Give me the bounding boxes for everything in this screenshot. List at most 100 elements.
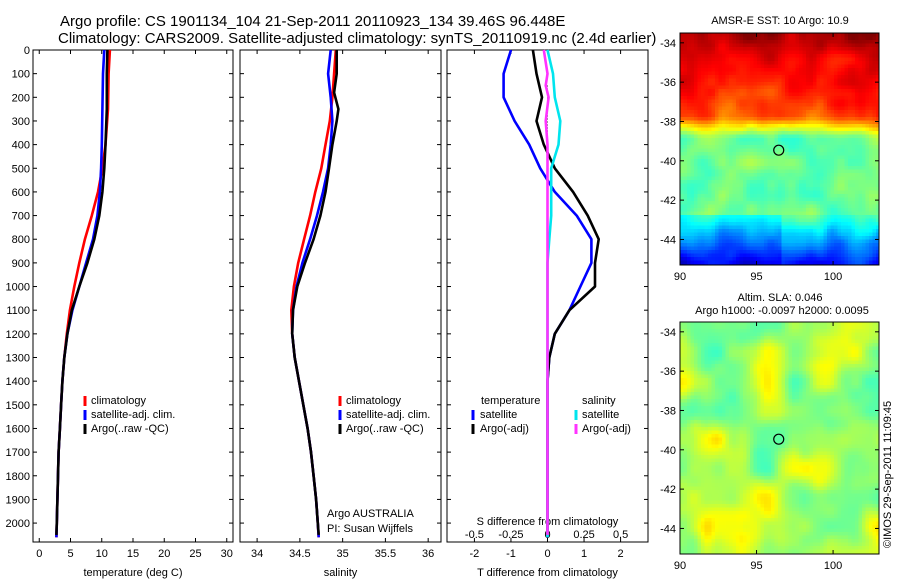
heatmap-cell: [767, 211, 772, 216]
heatmap-cell: [767, 47, 772, 51]
heatmap-cell: [844, 336, 849, 340]
heatmap-cell: [806, 250, 810, 254]
heatmap-cell: [757, 385, 761, 389]
heatmap-cell: [865, 47, 870, 51]
heatmap-cell: [697, 78, 702, 83]
heatmap-cell: [844, 201, 849, 205]
heatmap-cell: [872, 211, 877, 216]
heatmap-cell: [809, 176, 814, 181]
heatmap-cell: [876, 113, 879, 118]
heatmap-cell: [858, 155, 863, 160]
heatmap-cell: [701, 225, 705, 230]
heatmap-cell: [757, 322, 761, 326]
heatmap-cell: [813, 113, 817, 118]
ytick-label: -42: [660, 195, 676, 207]
heatmap-cell: [687, 71, 691, 76]
heatmap-cell: [813, 325, 817, 330]
heatmap-cell: [736, 218, 740, 223]
heatmap-cell: [834, 152, 838, 156]
heatmap-cell: [743, 357, 747, 361]
heatmap-cell: [827, 75, 831, 79]
heatmap-cell: [736, 141, 740, 146]
heatmap-cell: [869, 250, 873, 254]
heatmap-cell: [851, 215, 856, 219]
heatmap-cell: [722, 40, 726, 44]
heatmap-cell: [729, 75, 733, 79]
heatmap-cell: [729, 120, 733, 125]
heatmap-cell: [764, 169, 768, 174]
heatmap-cell: [743, 75, 747, 79]
heatmap-cell: [767, 155, 772, 160]
heatmap-cell: [876, 134, 879, 139]
heatmap-cell: [837, 64, 842, 69]
heatmap-cell: [823, 141, 828, 146]
heatmap-cell: [823, 381, 828, 386]
heatmap-cell: [823, 243, 828, 247]
heatmap-cell: [802, 43, 807, 48]
heatmap-cell: [823, 92, 828, 97]
heatmap-cell: [862, 148, 866, 153]
heatmap-cell: [865, 40, 870, 44]
heatmap-cell: [764, 253, 768, 258]
heatmap-cell: [680, 152, 684, 156]
heatmap-cell: [837, 325, 842, 330]
heatmap-cell: [725, 211, 730, 216]
heatmap-cell: [806, 103, 810, 107]
heatmap-cell: [778, 127, 782, 132]
heatmap-cell: [708, 260, 712, 265]
heatmap-cell: [694, 99, 698, 104]
heatmap-cell: [827, 180, 831, 184]
heatmap-cell: [711, 187, 716, 191]
heatmap-cell: [820, 40, 824, 44]
heatmap-cell: [848, 246, 852, 251]
heatmap-cell: [844, 57, 849, 62]
heatmap-cell: [739, 113, 744, 118]
heatmap-cell: [680, 378, 684, 382]
heatmap-cell: [701, 40, 705, 44]
heatmap-cell: [788, 239, 793, 244]
heatmap-cell: [862, 166, 866, 170]
heatmap-cell: [750, 332, 754, 337]
heatmap-cell: [869, 162, 873, 167]
heatmap-cell: [757, 364, 761, 368]
heatmap-cell: [736, 364, 740, 368]
heatmap-cell: [680, 124, 684, 128]
heatmap-cell: [799, 61, 803, 65]
heatmap-cell: [736, 96, 740, 100]
heatmap-cell: [872, 71, 877, 76]
heatmap-cell: [858, 350, 863, 354]
heatmap-cell: [813, 218, 817, 223]
heatmap-cell: [799, 166, 803, 170]
heatmap-cell: [767, 350, 772, 354]
heatmap-cell: [869, 92, 873, 97]
heatmap-cell: [757, 155, 761, 160]
heatmap-cell: [813, 166, 817, 170]
heatmap-cell: [841, 385, 845, 389]
heatmap-cell: [792, 176, 796, 181]
heatmap-cell: [722, 120, 726, 125]
heatmap-cell: [778, 332, 782, 337]
heatmap-cell: [795, 117, 800, 121]
heatmap-cell: [830, 211, 835, 216]
heatmap-cell: [687, 367, 691, 372]
heatmap-cell: [848, 343, 852, 347]
heatmap-cell: [795, 64, 800, 69]
heatmap-cell: [862, 138, 866, 142]
heatmap-cell: [711, 85, 716, 90]
heatmap-cell: [767, 236, 772, 240]
heatmap-cell: [795, 68, 800, 72]
heatmap-cell: [872, 187, 877, 191]
heatmap-cell: [837, 187, 842, 191]
heatmap-cell: [743, 166, 747, 170]
heatmap-cell: [725, 204, 730, 209]
heatmap-cell: [844, 96, 849, 100]
heatmap-cell: [785, 131, 789, 135]
heatmap-cell: [795, 148, 800, 153]
heatmap-cell: [855, 159, 859, 163]
heatmap-cell: [767, 40, 772, 44]
heatmap-cell: [841, 229, 845, 233]
heatmap-cell: [862, 339, 866, 344]
heatmap-cell: [718, 204, 723, 209]
heatmap-cell: [827, 374, 831, 379]
heatmap-cell: [690, 117, 695, 121]
